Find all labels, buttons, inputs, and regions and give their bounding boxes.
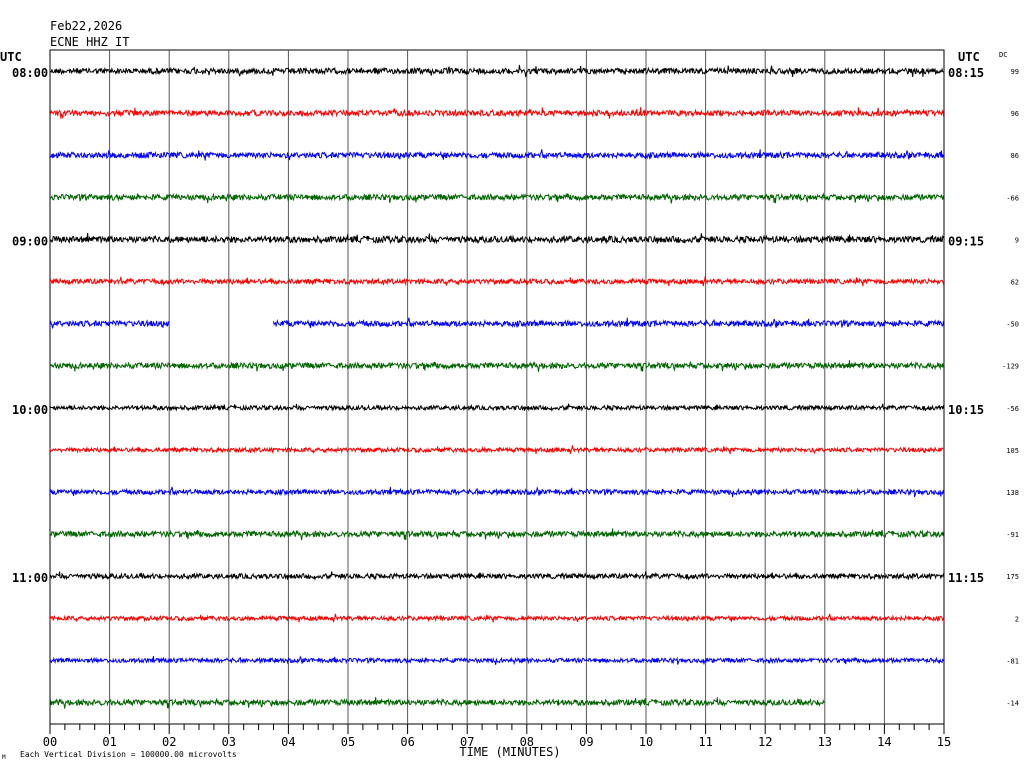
x-tick-label: 05 — [341, 735, 355, 749]
dc-offset-label: 99 — [1011, 68, 1019, 76]
x-axis-label: TIME (MINUTES) — [459, 745, 560, 759]
x-tick-label: 01 — [102, 735, 116, 749]
scale-note: Each Vertical Division = 100000.00 micro… — [20, 750, 237, 759]
trace-line — [49, 571, 945, 582]
left-utc-label: UTC — [0, 50, 22, 64]
trace-line — [49, 233, 945, 245]
dc-offset-label: 62 — [1011, 279, 1019, 287]
x-tick-label: 00 — [43, 735, 57, 749]
dc-offset-label: 2 — [1015, 615, 1019, 623]
row-end-time: 08:15 — [948, 66, 984, 80]
row-end-time: 10:15 — [948, 403, 984, 417]
x-tick-label: 07 — [460, 735, 474, 749]
trace-line — [49, 655, 945, 666]
dc-offset-label: 175 — [1006, 573, 1019, 581]
right-utc-label: UTC — [958, 50, 980, 64]
x-tick-label: 10 — [639, 735, 653, 749]
trace-line — [49, 107, 945, 119]
trace-row — [49, 107, 945, 119]
row-end-time: 09:15 — [948, 234, 984, 248]
trace-row — [49, 317, 945, 329]
trace-line — [49, 317, 945, 329]
plot-date: Feb22,2026 — [50, 19, 123, 33]
x-tick-label: 11 — [698, 735, 712, 749]
dc-offset-label: -91 — [1006, 531, 1019, 539]
trace-row — [49, 528, 945, 541]
dc-offset-label: -129 — [1002, 363, 1019, 371]
x-tick-label: 12 — [758, 735, 772, 749]
trace-row — [50, 697, 944, 709]
row-end-time: 11:15 — [948, 571, 984, 585]
trace-row — [49, 360, 945, 372]
x-tick-label: 08 — [520, 735, 534, 749]
trace-line — [49, 403, 945, 412]
trace-row — [49, 445, 945, 455]
x-tick-label: 13 — [818, 735, 832, 749]
trace-line — [49, 486, 945, 498]
trace-line — [49, 528, 945, 541]
trace-line — [50, 192, 945, 204]
trace-line — [49, 64, 945, 78]
x-tick-label: 03 — [222, 735, 236, 749]
trace-row — [49, 276, 945, 287]
dc-offset-label: 96 — [1011, 110, 1019, 118]
grid — [49, 49, 945, 725]
x-tick-label: 15 — [937, 735, 951, 749]
axes: 08:00 08:15 99 96 86 -66 09:00 09:15 9 62 -50 -129 1… — [12, 66, 1019, 749]
corner-mark: M — [2, 754, 6, 761]
plot-frame — [49, 49, 945, 725]
dc-offset-label: -50 — [1006, 321, 1019, 329]
x-tick-label: 09 — [579, 735, 593, 749]
trace-row — [50, 192, 945, 204]
dc-offset-label: 138 — [1006, 489, 1019, 497]
trace-row — [49, 233, 945, 245]
trace-line — [49, 613, 945, 623]
trace-row — [49, 486, 945, 498]
row-start-time: 11:00 — [12, 571, 48, 585]
trace-line — [50, 697, 944, 709]
station-title: ECNE HHZ IT — [50, 35, 130, 49]
row-start-time: 10:00 — [12, 403, 48, 417]
dc-offset-label: 9 — [1015, 236, 1019, 244]
dc-offset-label: 86 — [1011, 152, 1019, 160]
dc-offset-label: 105 — [1006, 447, 1019, 455]
row-start-time: 09:00 — [12, 234, 48, 248]
x-tick-label: 14 — [877, 735, 891, 749]
dc-offset-label: -56 — [1006, 405, 1019, 413]
trace-row — [49, 149, 945, 161]
dc-offset-label: -14 — [1006, 700, 1019, 708]
dc-offset-label: -81 — [1006, 657, 1019, 665]
x-tick-label: 06 — [400, 735, 414, 749]
trace-line — [49, 445, 945, 455]
dc-offset-label: -66 — [1006, 194, 1019, 202]
trace-line — [49, 149, 945, 161]
trace-row — [49, 403, 945, 412]
row-start-time: 08:00 — [12, 66, 48, 80]
trace-row — [49, 64, 945, 78]
trace-row — [49, 655, 945, 666]
x-tick-label: 04 — [281, 735, 295, 749]
trace-line — [49, 360, 945, 372]
trace-row — [49, 613, 945, 623]
x-tick-label: 02 — [162, 735, 176, 749]
dc-label: DC — [999, 51, 1007, 59]
trace-line — [49, 276, 945, 287]
trace-row — [49, 571, 945, 582]
traces — [49, 64, 945, 709]
